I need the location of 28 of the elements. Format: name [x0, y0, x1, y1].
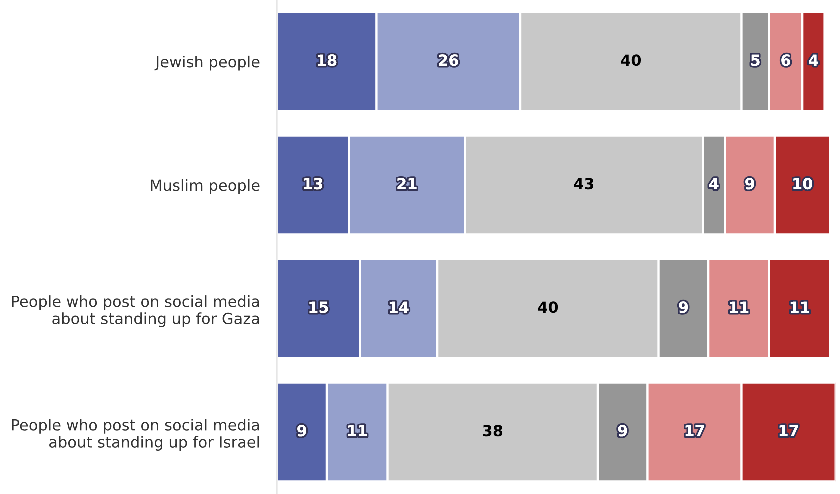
data-label: 5	[751, 54, 760, 66]
data-label: 9	[618, 425, 628, 437]
data-label: 11	[348, 425, 367, 436]
data-label: 38	[483, 425, 503, 437]
data-label: 11	[790, 302, 810, 313]
data-label: 14	[390, 302, 409, 313]
data-label: 9	[679, 302, 688, 314]
y-tick-label: People who post on social media about standing up for Israel	[12, 419, 260, 451]
y-tick-label: Muslim people	[151, 179, 260, 194]
data-label: 15	[310, 302, 328, 314]
data-label: 21	[398, 178, 417, 190]
y-tick-label: Jewish people	[154, 56, 260, 71]
data-label: 6	[782, 54, 791, 66]
data-label: 17	[780, 425, 798, 436]
data-label: 4	[809, 54, 818, 66]
data-label: 40	[621, 54, 642, 66]
y-tick-label: People who post on social media about standing up for Gaza	[12, 296, 260, 328]
data-label: 11	[730, 302, 749, 313]
data-label: 9	[746, 178, 754, 190]
data-label: 43	[574, 178, 594, 190]
data-label: 13	[304, 178, 323, 190]
data-label: 4	[709, 178, 719, 190]
data-label: 9	[298, 425, 306, 437]
data-label: 10	[794, 178, 813, 190]
data-label: 17	[686, 425, 704, 436]
data-label: 40	[538, 302, 558, 314]
data-label: 18	[318, 54, 337, 66]
data-label: 26	[439, 54, 458, 66]
